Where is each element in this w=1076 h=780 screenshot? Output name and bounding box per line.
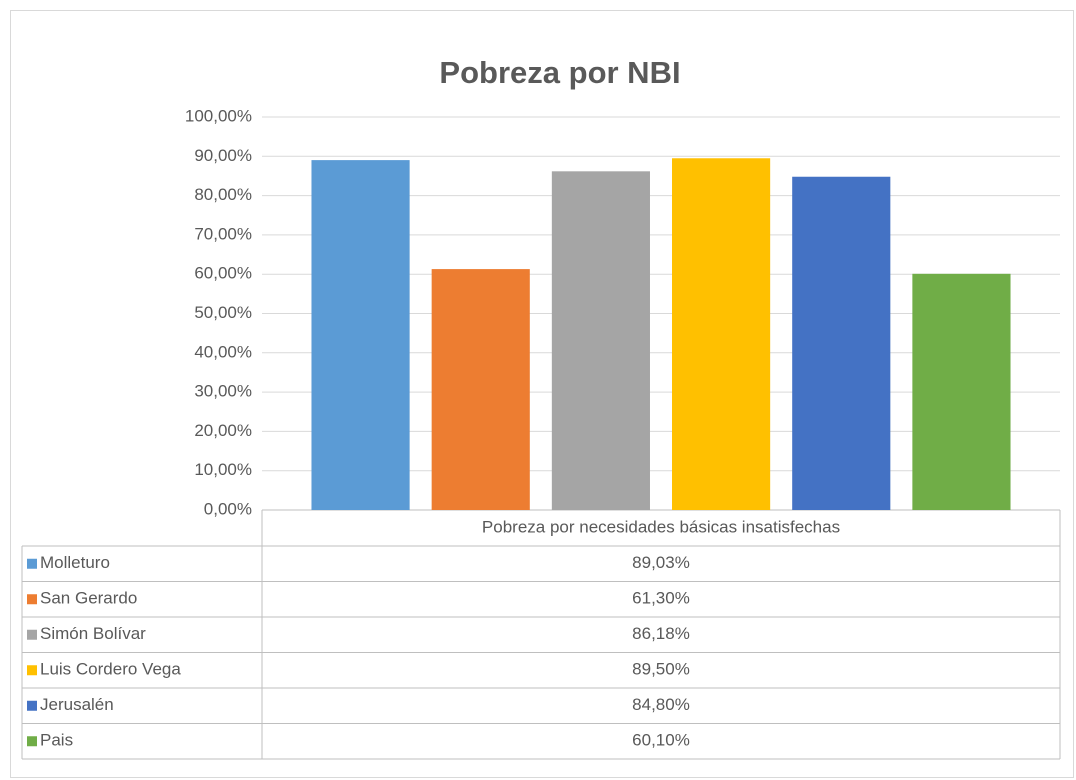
- legend-key: [27, 629, 37, 640]
- legend-key: [27, 558, 37, 569]
- bar: [672, 158, 771, 510]
- bar: [551, 171, 650, 510]
- legend-label: Simón Bolívar: [40, 624, 146, 643]
- y-tick-label: 60,00%: [194, 264, 252, 283]
- bar: [311, 160, 410, 510]
- bar: [792, 176, 891, 510]
- legend-label: Molleturo: [40, 553, 110, 572]
- chart-title: Pobreza por NBI: [439, 55, 680, 90]
- legend-label: Luis Cordero Vega: [40, 660, 181, 679]
- y-tick-label: 30,00%: [194, 382, 252, 401]
- chart-border: [10, 10, 1074, 778]
- data-label: 60,10%: [632, 731, 690, 750]
- y-tick-label: 0,00%: [204, 499, 252, 518]
- y-tick-label: 20,00%: [194, 421, 252, 440]
- data-label: 61,30%: [632, 589, 690, 608]
- legend-label: Jerusalén: [40, 695, 114, 714]
- y-tick-label: 10,00%: [194, 460, 252, 479]
- bar: [431, 269, 530, 510]
- y-tick-label: 50,00%: [194, 303, 252, 322]
- y-tick-label: 40,00%: [194, 342, 252, 361]
- data-label: 86,18%: [632, 624, 690, 643]
- y-tick-label: 70,00%: [194, 224, 252, 243]
- legend-key: [27, 594, 37, 605]
- data-label: 89,50%: [632, 660, 690, 679]
- data-label: 89,03%: [632, 553, 690, 572]
- y-tick-label: 90,00%: [194, 146, 252, 165]
- data-label: 84,80%: [632, 695, 690, 714]
- legend-label: San Gerardo: [40, 589, 137, 608]
- legend-key: [27, 665, 37, 676]
- x-tick-label: Pobreza por necesidades básicas insatisf…: [482, 517, 840, 536]
- legend-key: [27, 700, 37, 711]
- bar: [912, 273, 1011, 510]
- legend-label: Pais: [40, 731, 73, 750]
- y-tick-label: 80,00%: [194, 185, 252, 204]
- legend-key: [27, 736, 37, 747]
- y-tick-label: 100,00%: [185, 106, 252, 125]
